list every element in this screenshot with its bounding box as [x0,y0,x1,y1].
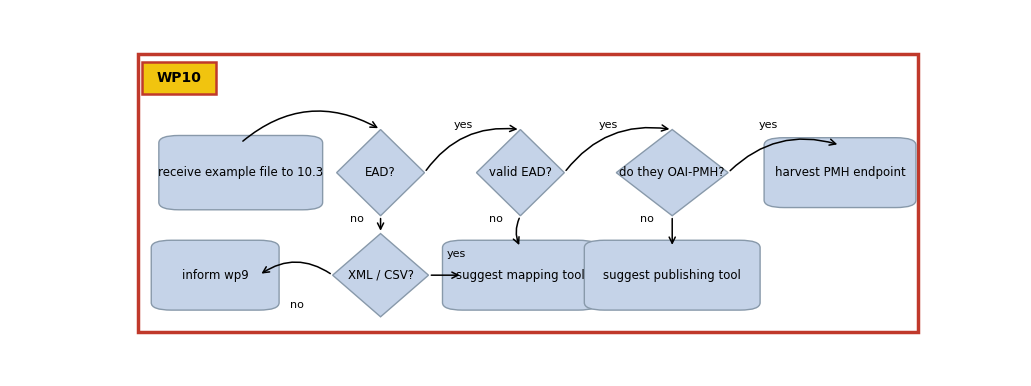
Text: XML / CSV?: XML / CSV? [347,269,413,282]
Text: yes: yes [454,120,472,130]
FancyArrowPatch shape [669,218,675,243]
Text: no: no [350,214,364,224]
FancyBboxPatch shape [159,135,323,210]
Text: no: no [639,214,654,224]
Polygon shape [476,130,564,216]
FancyArrowPatch shape [243,111,376,141]
Text: harvest PMH endpoint: harvest PMH endpoint [774,166,905,179]
Text: suggest mapping tool: suggest mapping tool [456,269,585,282]
Text: yes: yes [599,120,618,130]
FancyArrowPatch shape [431,272,458,278]
Polygon shape [333,234,429,317]
FancyArrowPatch shape [513,218,520,244]
Text: receive example file to 10.3: receive example file to 10.3 [158,166,324,179]
Polygon shape [617,130,728,216]
Text: EAD?: EAD? [365,166,396,179]
FancyBboxPatch shape [585,240,760,310]
FancyBboxPatch shape [142,62,215,94]
FancyArrowPatch shape [730,139,836,171]
FancyBboxPatch shape [152,240,279,310]
Text: yes: yes [446,249,466,259]
FancyArrowPatch shape [263,262,330,274]
Text: no: no [490,214,503,224]
Text: do they OAI-PMH?: do they OAI-PMH? [620,166,725,179]
FancyArrowPatch shape [566,125,668,171]
FancyBboxPatch shape [442,240,598,310]
Text: WP10: WP10 [157,71,202,85]
Text: no: no [290,300,303,310]
FancyArrowPatch shape [377,218,384,229]
Text: valid EAD?: valid EAD? [489,166,552,179]
Text: suggest publishing tool: suggest publishing tool [603,269,741,282]
Text: yes: yes [759,120,777,130]
FancyBboxPatch shape [764,138,916,208]
Text: inform wp9: inform wp9 [181,269,248,282]
Polygon shape [336,130,425,216]
FancyArrowPatch shape [426,125,516,170]
